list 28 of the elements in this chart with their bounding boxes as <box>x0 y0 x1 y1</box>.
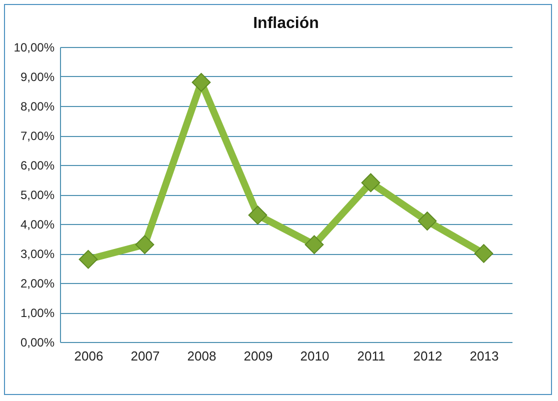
x-tick-label: 2010 <box>300 348 330 364</box>
y-tick-label: 6,00% <box>20 158 55 172</box>
point <box>78 250 98 269</box>
x-tick-label: 2012 <box>413 348 442 364</box>
y-tick-label: 1,00% <box>20 306 55 320</box>
x-tick-label: 2007 <box>130 348 160 364</box>
x-tick-label: 2006 <box>74 348 104 364</box>
y-tick-label: 2,00% <box>20 276 55 290</box>
x-tick-label: 2009 <box>244 348 273 364</box>
y-tick-label: 10,00% <box>14 40 55 54</box>
point <box>248 206 268 225</box>
point <box>474 244 494 263</box>
y-tick-label: 5,00% <box>20 188 55 202</box>
y-tick-label: 4,00% <box>20 218 55 232</box>
point <box>192 72 211 92</box>
y-tick-label: 8,00% <box>20 100 55 114</box>
x-tick-label: 2011 <box>357 348 386 364</box>
point <box>418 212 437 230</box>
point <box>304 235 324 254</box>
x-tick-label: 2013 <box>470 348 499 364</box>
y-tick-label: 7,00% <box>20 129 55 143</box>
y-tick-label: 0,00% <box>20 336 55 350</box>
y-tick-label: 9,00% <box>20 70 55 84</box>
y-tick-label: 3,00% <box>20 247 55 261</box>
x-tick-label: 2008 <box>187 348 216 364</box>
chart-title: Inflación <box>253 15 319 32</box>
point <box>361 173 380 192</box>
point <box>135 235 154 254</box>
